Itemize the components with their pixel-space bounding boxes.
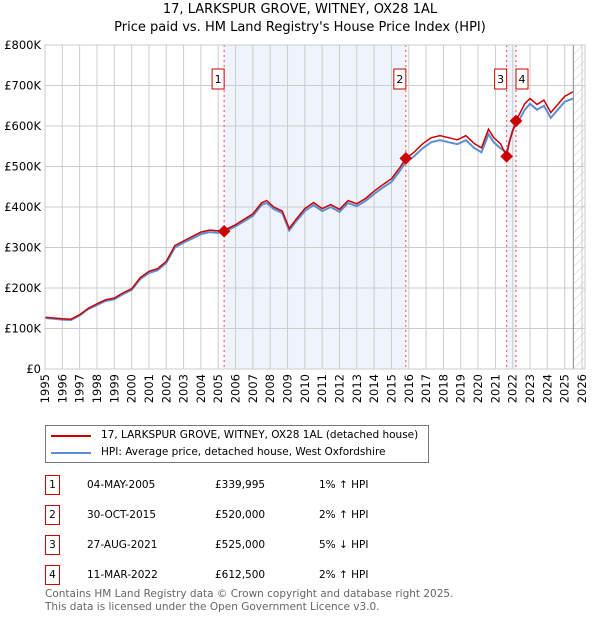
x-tick-label: 2005 <box>211 374 225 403</box>
y-tick-label: £0 <box>26 362 41 376</box>
chart-title: 17, LARKSPUR GROVE, WITNEY, OX28 1AL <box>162 2 438 17</box>
x-tick-label: 1995 <box>38 374 52 403</box>
x-tick-label: 2026 <box>575 374 589 403</box>
x-tick-label: 2003 <box>177 374 191 403</box>
y-tick-label: £500K <box>4 160 41 174</box>
x-tick-label: 2017 <box>419 374 433 403</box>
sale-label-box <box>211 68 225 90</box>
x-tick-label: 2010 <box>298 374 312 403</box>
transaction-date: 11-MAR-2022 <box>87 569 158 581</box>
sale-point <box>217 224 231 238</box>
sale-label-box <box>393 68 407 90</box>
legend-property-label: 17, LARKSPUR GROVE, WITNEY, OX28 1AL (de… <box>101 429 419 441</box>
transaction-row: 4 11-MAR-2022 £612,500 2% ↑ HPI <box>45 565 465 585</box>
x-tick-label: 2015 <box>384 374 398 403</box>
transaction-hpi: 2% ↑ HPI <box>319 569 369 581</box>
transaction-price: £612,500 <box>215 569 266 581</box>
x-tick-label: 2009 <box>281 374 295 403</box>
footer: Contains HM Land Registry data © Crown c… <box>45 588 453 614</box>
transaction-price: £525,000 <box>215 539 266 551</box>
x-tick-label: 2025 <box>558 374 572 403</box>
x-tick-label: 2023 <box>523 374 537 403</box>
transaction-marker: 1 <box>45 475 60 495</box>
footer-line1: Contains HM Land Registry data © Crown c… <box>45 588 454 600</box>
transaction-row: 2 30-OCT-2015 £520,000 2% ↑ HPI <box>45 505 465 525</box>
sale-label: 4 <box>519 73 526 86</box>
x-tick-label: 2002 <box>159 374 173 403</box>
x-tick-label: 1996 <box>55 374 69 403</box>
x-tick-label: 2019 <box>454 374 468 403</box>
footer-line2: This data is licensed under the Open Gov… <box>45 601 380 613</box>
x-tick-label: 2001 <box>142 374 156 403</box>
plot-frame <box>44 44 586 370</box>
x-tick-label: 2007 <box>246 374 260 403</box>
transaction-row: 3 27-AUG-2021 £525,000 5% ↓ HPI <box>45 535 465 555</box>
x-tick-label: 2006 <box>229 374 243 403</box>
x-tick-label: 2013 <box>350 374 364 403</box>
transaction-price: £339,995 <box>215 479 266 491</box>
transaction-row: 1 04-MAY-2005 £339,995 1% ↑ HPI <box>45 475 465 495</box>
sale-label-box <box>494 68 508 90</box>
y-tick-label: £700K <box>4 79 41 93</box>
x-tick-label: 1998 <box>90 374 104 403</box>
y-tick-label: £800K <box>4 38 41 52</box>
y-tick-label: £400K <box>4 200 41 214</box>
x-tick-label: 2020 <box>471 374 485 403</box>
x-tick-label: 2024 <box>540 374 554 403</box>
x-tick-label: 2011 <box>315 374 329 403</box>
transaction-hpi: 2% ↑ HPI <box>319 509 369 521</box>
x-tick-label: 2021 <box>488 374 502 403</box>
x-tick-label: 2004 <box>194 374 208 403</box>
transaction-hpi: 1% ↑ HPI <box>319 479 369 491</box>
legend: 17, LARKSPUR GROVE, WITNEY, OX28 1AL (de… <box>45 425 429 463</box>
transaction-price: £520,000 <box>215 509 266 521</box>
y-tick-label: £100K <box>4 322 41 336</box>
sale-point <box>399 152 413 165</box>
x-tick-label: 1997 <box>73 374 87 403</box>
transaction-hpi: 5% ↓ HPI <box>319 539 369 551</box>
y-tick-label: £600K <box>4 119 41 133</box>
sale-point <box>500 150 514 163</box>
legend-hpi-line <box>51 451 91 454</box>
legend-property-line <box>51 434 91 437</box>
sale-label: 3 <box>497 73 504 86</box>
transaction-marker: 3 <box>45 535 60 555</box>
transaction-date: 30-OCT-2015 <box>87 509 156 521</box>
transaction-date: 27-AUG-2021 <box>87 539 158 551</box>
x-tick-label: 2018 <box>436 374 450 403</box>
legend-hpi-label: HPI: Average price, detached house, West… <box>101 446 386 458</box>
x-tick-label: 2012 <box>332 374 346 403</box>
x-tick-label: 1999 <box>107 374 121 403</box>
y-tick-label: £300K <box>4 241 41 255</box>
y-tick-label: £200K <box>4 281 41 295</box>
sale-label: 2 <box>396 73 403 86</box>
transaction-marker: 2 <box>45 505 60 525</box>
x-tick-label: 2008 <box>263 374 277 403</box>
chart-subtitle: Price paid vs. HM Land Registry's House … <box>114 20 486 35</box>
sale-label-box <box>515 68 529 90</box>
x-tick-label: 2014 <box>367 374 381 403</box>
x-tick-label: 2000 <box>125 374 139 403</box>
x-tick-label: 2016 <box>402 374 416 403</box>
property-line <box>44 90 574 320</box>
transaction-date: 04-MAY-2005 <box>87 479 156 491</box>
price-chart: £0 £100K £200K £300K £400K £500K £600K £700K £80… <box>4 38 589 403</box>
transaction-marker: 4 <box>45 565 60 585</box>
hpi-line <box>44 97 574 322</box>
sale-label: 1 <box>215 73 222 86</box>
x-tick-label: 2022 <box>506 374 520 403</box>
